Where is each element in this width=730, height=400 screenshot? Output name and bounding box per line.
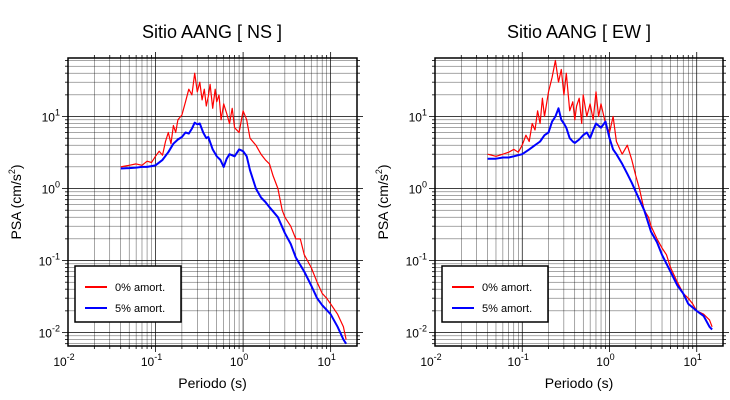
legend-box xyxy=(74,265,182,323)
chart-title: Sitio AANG [ EW ] xyxy=(507,22,651,42)
legend-box xyxy=(441,265,549,323)
series-line-damped xyxy=(120,121,347,345)
x-tick-label: 101 xyxy=(317,352,335,369)
x-tick-label: 10-2 xyxy=(420,352,441,369)
legend-label: 5% amort. xyxy=(482,303,532,315)
plot-frame xyxy=(434,57,724,347)
y-axis-label: PSA (cm/s2) xyxy=(7,164,24,239)
x-tick-label: 10-2 xyxy=(53,352,74,369)
series-line-damped xyxy=(487,107,713,331)
legend-label: 0% amort. xyxy=(482,282,532,294)
y-axis-label: PSA (cm/s2) xyxy=(374,164,391,239)
y-tick-label: 100 xyxy=(42,180,60,197)
x-axis-label: Periodo (s) xyxy=(178,375,246,391)
x-tick-label: 10-1 xyxy=(141,352,162,369)
y-tick-label: 10-1 xyxy=(406,252,427,269)
series-line-undamped xyxy=(120,72,347,340)
x-tick-label: 100 xyxy=(596,352,614,369)
legend-label: 5% amort. xyxy=(115,303,165,315)
x-tick-label: 101 xyxy=(684,352,702,369)
series-line-undamped xyxy=(487,59,713,328)
chart-ns: 10-2 10-1 100 101 10-2 10-1 100 101 Sitio AANG [… xyxy=(7,22,363,391)
x-tick-label: 100 xyxy=(230,352,248,369)
y-tick-label: 10-2 xyxy=(39,324,60,341)
legend: 0% amort. 5% amort. xyxy=(74,265,182,323)
y-tick-label: 100 xyxy=(409,180,427,197)
y-tick-label: 101 xyxy=(42,108,60,125)
y-tick-label: 10-1 xyxy=(39,252,60,269)
x-tick-label: 10-1 xyxy=(508,352,529,369)
plot-frame xyxy=(67,57,358,347)
legend: 0% amort. 5% amort. xyxy=(441,265,549,323)
y-tick-label: 101 xyxy=(409,108,427,125)
chart-title: Sitio AANG [ NS ] xyxy=(142,22,282,42)
legend-label: 0% amort. xyxy=(115,282,165,294)
chart-ew: 10-2 10-1 100 101 10-2 10-1 100 101 Sitio AANG [… xyxy=(374,22,729,391)
y-tick-label: 10-2 xyxy=(406,324,427,341)
x-axis-label: Periodo (s) xyxy=(545,375,613,391)
